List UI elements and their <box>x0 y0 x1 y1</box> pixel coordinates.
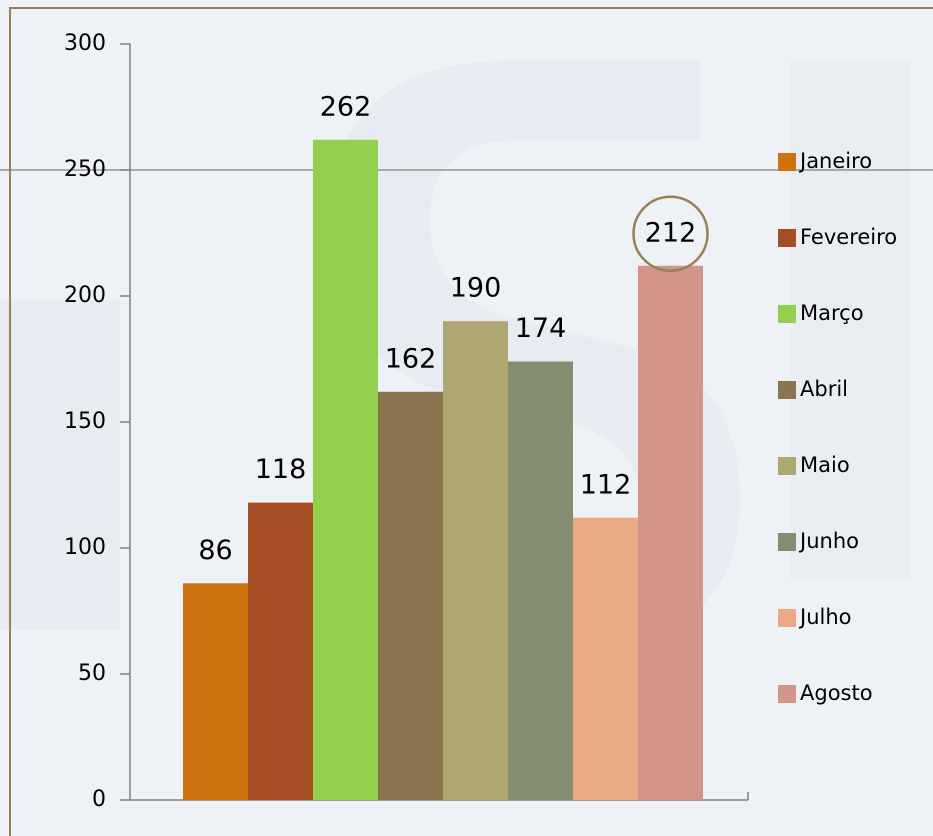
highlight-circle <box>632 195 709 273</box>
data-label: 118 <box>255 454 307 485</box>
y-tick-label: 100 <box>64 535 106 560</box>
legend-label: Julho <box>798 605 852 629</box>
legend-label: Fevereiro <box>800 225 897 249</box>
bar <box>443 321 508 800</box>
data-label: 86 <box>198 535 232 566</box>
legend-swatch <box>778 381 796 399</box>
data-label: 262 <box>320 91 372 122</box>
bar <box>378 391 443 800</box>
bar <box>638 265 703 800</box>
legend-label: Agosto <box>800 681 873 705</box>
legend-swatch <box>778 457 796 475</box>
legend-label: Maio <box>800 453 850 477</box>
y-tick-label: 0 <box>92 787 106 812</box>
bar <box>248 502 313 800</box>
legend-swatch <box>778 229 796 247</box>
data-label: 162 <box>385 343 437 374</box>
legend-swatch <box>778 153 796 171</box>
bar <box>573 517 638 800</box>
legend-label: Abril <box>800 377 848 401</box>
legend-label: Junho <box>798 529 859 553</box>
background-watermark <box>0 60 910 650</box>
legend-label: Janeiro <box>798 149 872 173</box>
legend-swatch <box>778 685 796 703</box>
y-tick-label: 300 <box>64 31 106 56</box>
chart-frame <box>9 7 933 836</box>
legend-label: Março <box>800 301 864 325</box>
bar <box>183 583 248 800</box>
legend-swatch <box>778 609 796 627</box>
data-label: 174 <box>515 313 567 344</box>
data-label: 190 <box>450 273 502 304</box>
bar <box>313 139 378 800</box>
data-label: 212 <box>645 217 697 248</box>
bar <box>508 361 573 800</box>
y-tick-label: 250 <box>64 157 106 182</box>
legend-swatch <box>778 305 796 323</box>
y-tick-label: 200 <box>64 283 106 308</box>
data-label: 112 <box>580 469 632 500</box>
legend-swatch <box>778 533 796 551</box>
y-tick-label: 150 <box>64 409 106 434</box>
y-tick-label: 50 <box>78 661 106 686</box>
